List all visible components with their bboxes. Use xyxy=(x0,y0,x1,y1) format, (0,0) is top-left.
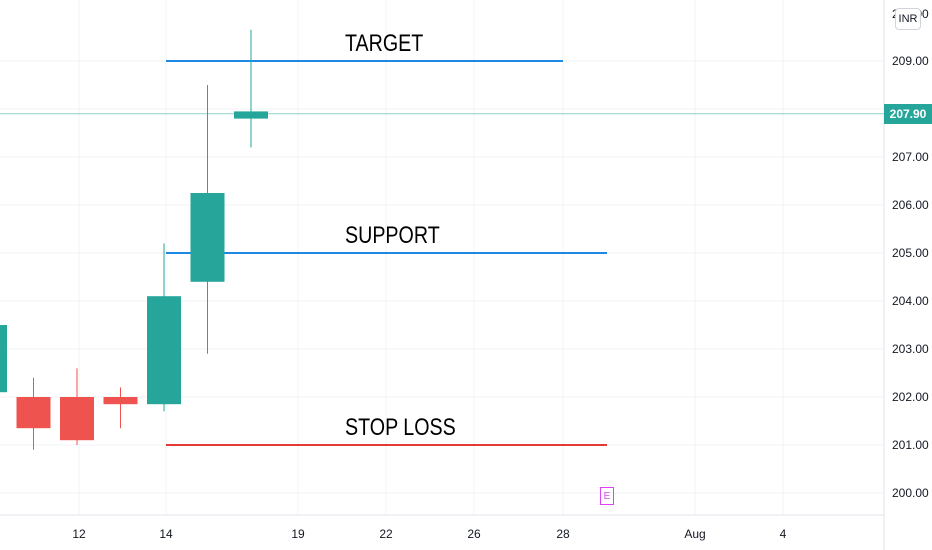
price-axis-label: 209.00 xyxy=(892,54,929,68)
candle-body xyxy=(234,111,268,119)
time-axis-label: 14 xyxy=(159,527,173,541)
candle-body xyxy=(103,397,138,405)
level-label: SUPPORT xyxy=(345,221,440,248)
level-label: TARGET xyxy=(345,29,423,56)
price-axis-label: 205.00 xyxy=(892,246,929,260)
price-axis-label: 204.00 xyxy=(892,294,929,308)
earnings-event-marker[interactable]: E xyxy=(600,487,614,505)
time-axis-label: 22 xyxy=(379,527,393,541)
candles xyxy=(0,29,268,450)
currency-badge[interactable]: INR xyxy=(895,8,921,30)
price-axis-label: 203.00 xyxy=(892,342,929,356)
candle-body xyxy=(0,325,7,393)
price-axis-label: 207.00 xyxy=(892,150,929,164)
candle-body xyxy=(147,296,181,405)
level-label: STOP LOSS xyxy=(345,413,456,440)
time-axis-label: 28 xyxy=(556,527,570,541)
time-axis-label: 26 xyxy=(467,527,481,541)
time-axis-label: 12 xyxy=(72,527,86,541)
time-axis-label: Aug xyxy=(684,527,705,541)
time-axis-label: 4 xyxy=(780,527,787,541)
candle-body xyxy=(60,397,94,441)
candle-body xyxy=(16,397,51,429)
price-axis-label: 202.00 xyxy=(892,390,929,404)
price-axis-label: 206.00 xyxy=(892,198,929,212)
price-axis[interactable]: 210.00209.00208.00207.00206.00205.00204.… xyxy=(892,7,929,500)
time-axis[interactable]: 12 14 19 22 26 28 Aug 4 xyxy=(72,527,786,541)
price-axis-label: 201.00 xyxy=(892,438,929,452)
time-axis-label: 19 xyxy=(291,527,305,541)
candle-body xyxy=(190,193,225,282)
price-axis-label: 200.00 xyxy=(892,486,929,500)
level-lines: TARGET SUPPORT STOP LOSS xyxy=(166,29,607,446)
last-price-tag: 207.90 xyxy=(884,104,932,124)
